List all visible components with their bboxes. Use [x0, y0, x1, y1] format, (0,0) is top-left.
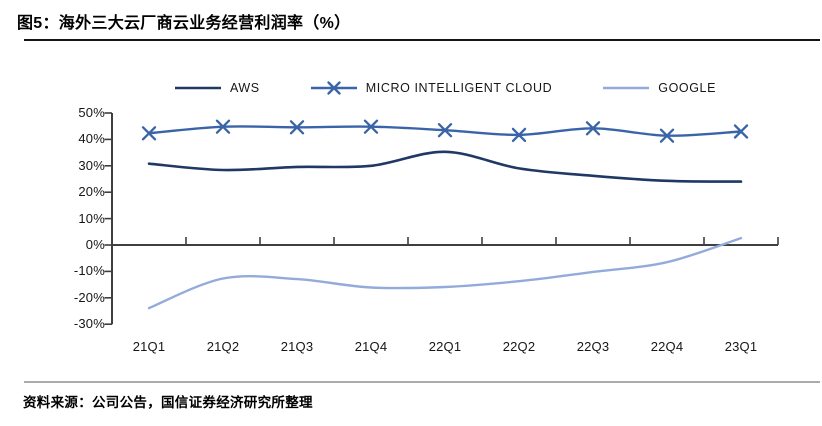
y-axis-label-30pct: 30%	[78, 157, 105, 173]
x-axis-label-21q3: 21Q3	[280, 339, 314, 354]
series-line-aws	[147, 150, 743, 183]
legend-item-micro-intelligent-cloud: MICRO INTELLIGENT CLOUD	[310, 81, 553, 95]
y-axis-label-0pct: 0%	[85, 237, 105, 252]
legend-swatch-micro-intelligent-cloud	[310, 81, 357, 95]
y-axis-label-20pct: 20%	[78, 184, 105, 200]
x-axis-label-22q3: 22Q3	[576, 339, 610, 354]
series-markers-micro-intelligent-cloud	[141, 119, 749, 143]
title-divider	[24, 39, 820, 41]
chart-legend: AWS MICRO INTELLIGENT CLOUD GOOGLE	[112, 79, 778, 97]
legend-x-marker-icon	[327, 81, 341, 95]
legend-label-aws: AWS	[229, 81, 260, 95]
x-axis-label-22q4: 22Q4	[650, 339, 684, 354]
x-axis-label-22q1: 22Q1	[428, 339, 462, 354]
x-axis-label-21q2: 21Q2	[206, 339, 240, 354]
legend-item-aws: AWS	[174, 81, 260, 95]
x-axis-label-21q4: 21Q4	[354, 339, 388, 354]
source-note: 资料来源：公司公告，国信证券经济研究所整理	[23, 395, 313, 410]
series-line-google	[147, 236, 743, 310]
y-axis-label-neg20pct: -20%	[73, 289, 105, 305]
legend-label-google: GOOGLE	[658, 81, 717, 95]
legend-swatch-aws	[174, 86, 221, 90]
figure-title: 图5：海外三大云厂商云业务经营利润率（%）	[17, 15, 351, 32]
y-axis-label-50pct: 50%	[78, 105, 105, 120]
x-axis-label-21q1: 21Q1	[132, 339, 166, 354]
legend-swatch-google	[603, 86, 650, 90]
y-axis-label-neg30pct: -30%	[73, 316, 105, 332]
y-axis-label-10pct: 10%	[78, 210, 105, 226]
legend-item-google: GOOGLE	[602, 81, 716, 95]
x-axis-label-22q2: 22Q2	[502, 339, 536, 354]
y-axis-label-neg10pct: -10%	[73, 263, 105, 279]
legend-label-micro-intelligent-cloud: MICRO INTELLIGENT CLOUD	[365, 81, 553, 95]
footer-divider	[24, 381, 820, 383]
y-axis-label-40pct: 40%	[78, 131, 105, 147]
x-axis-label-23q1: 23Q1	[724, 339, 758, 354]
